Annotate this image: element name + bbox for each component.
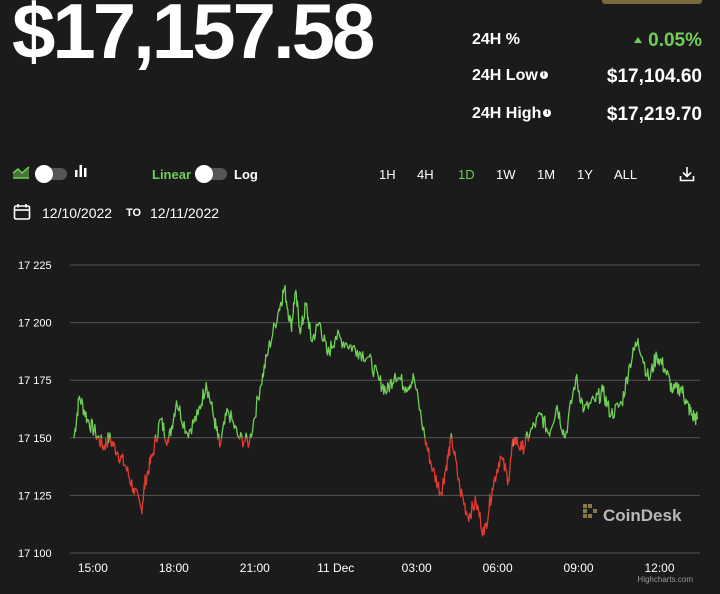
y-tick-label: 17 125	[18, 490, 52, 502]
watermark-text: CoinDesk	[603, 506, 682, 525]
series-line-down	[238, 437, 241, 440]
y-tick-label: 17 150	[18, 433, 52, 445]
range-all[interactable]: ALL	[614, 167, 638, 182]
chart-credit[interactable]: Highcharts.com	[637, 575, 693, 584]
series-line-down	[424, 437, 452, 497]
area-chart-icon[interactable]	[12, 165, 30, 179]
series-line-down	[155, 437, 159, 443]
y-tick-label: 17 200	[18, 318, 52, 330]
change-value-text: 0.05%	[648, 30, 702, 51]
series-line-up	[96, 435, 100, 439]
series-line-up	[154, 434, 157, 438]
range-1w[interactable]: 1W	[496, 167, 516, 182]
series-line-down	[527, 437, 530, 442]
series-line-up	[528, 338, 698, 439]
range-1d[interactable]: 1D	[458, 167, 475, 182]
series-line-down	[98, 437, 102, 448]
x-tick-label: 21:00	[240, 561, 270, 575]
range-1m[interactable]: 1M	[537, 167, 556, 182]
series-line-down	[246, 437, 251, 449]
download-icon[interactable]	[679, 166, 695, 182]
series-line-down	[451, 437, 514, 537]
y-tick-label: 17 175	[18, 375, 52, 387]
y-tick-label: 17 100	[18, 548, 52, 560]
x-tick-label: 06:00	[483, 561, 513, 575]
series-line-up	[73, 395, 97, 438]
high-label: 24H High i	[472, 105, 552, 122]
series-line-up	[168, 381, 219, 439]
series-line-up	[217, 433, 220, 438]
series-line-down	[164, 437, 170, 447]
grid-lines	[70, 264, 700, 554]
series-line-up	[157, 417, 166, 438]
range-1h[interactable]: 1H	[379, 167, 396, 182]
coindesk-logo-icon	[583, 504, 597, 518]
x-tick-label: 03:00	[402, 561, 432, 575]
series-line-down	[516, 437, 527, 455]
series-line-up	[220, 407, 240, 439]
price-series	[73, 284, 698, 537]
info-icon[interactable]: i	[539, 71, 548, 79]
scale-linear-label[interactable]: Linear	[152, 167, 192, 182]
header-action-button[interactable]	[602, 0, 702, 4]
info-icon[interactable]: i	[543, 109, 552, 117]
chart-type-toggle[interactable]	[35, 165, 67, 183]
series-line-up	[107, 432, 112, 443]
high-value: $17,219.70	[606, 104, 702, 125]
low-label-text: 24H Low	[472, 67, 538, 84]
series-line-up	[525, 431, 529, 438]
series-line-down	[100, 437, 109, 451]
series-line-down	[109, 437, 156, 515]
arrow-up-icon	[634, 37, 643, 43]
x-tick-label: 15:00	[78, 561, 108, 575]
series-line-up	[450, 432, 453, 438]
scale-log-label[interactable]: Log	[234, 167, 258, 182]
series-line-up	[244, 432, 248, 438]
calendar-icon[interactable]	[13, 203, 31, 221]
x-tick-label: 12:00	[645, 561, 675, 575]
change-label: 24H %	[472, 31, 521, 48]
toggle-knob	[35, 165, 53, 183]
low-label: 24H Low i	[472, 68, 548, 84]
change-value: 0.05%	[634, 31, 702, 50]
series-line-up	[249, 284, 426, 438]
series-line-down	[241, 437, 247, 448]
range-1y[interactable]: 1Y	[577, 167, 593, 182]
date-to[interactable]: 12/11/2022	[150, 205, 220, 221]
toggle-knob	[195, 165, 213, 183]
high-label-text: 24H High	[472, 105, 542, 122]
series-line-down	[95, 437, 98, 441]
scale-toggle[interactable]	[195, 165, 227, 183]
series-line-down	[218, 437, 223, 448]
date-from[interactable]: 12/10/2022	[42, 205, 113, 221]
range-4h[interactable]: 4H	[417, 167, 434, 182]
current-price: $17,157.58	[12, 0, 375, 75]
series-line-up	[107, 432, 109, 438]
coindesk-watermark: CoinDesk	[583, 504, 682, 525]
price-chart: 17 100 17 125 17 150 17 175 17 200 17 225 15:…	[18, 260, 700, 584]
bar-chart-icon[interactable]	[74, 164, 88, 178]
low-value: $17,104.60	[606, 66, 702, 87]
x-tick-label: 18:00	[159, 561, 189, 575]
y-tick-label: 17 225	[18, 260, 52, 272]
date-to-label: TO	[126, 207, 142, 219]
series-line-up	[239, 431, 243, 438]
x-axis: 15:00 18:00 21:00 11 Dec 03:00 06:00 09:00 12:0…	[78, 561, 675, 575]
y-axis: 17 100 17 125 17 150 17 175 17 200 17 225	[18, 260, 52, 560]
x-tick-label: 11 Dec	[317, 561, 354, 575]
x-tick-label: 09:00	[564, 561, 594, 575]
